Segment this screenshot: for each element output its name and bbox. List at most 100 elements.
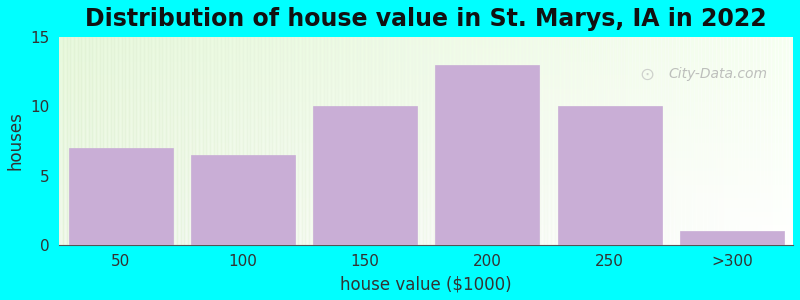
- Bar: [686, 37, 690, 245]
- Bar: [272, 37, 276, 245]
- Bar: [294, 37, 298, 245]
- Bar: [184, 37, 188, 245]
- Bar: [59, 166, 793, 167]
- Bar: [59, 154, 793, 155]
- Bar: [59, 88, 793, 89]
- Bar: [617, 37, 621, 245]
- Bar: [554, 37, 558, 245]
- Bar: [59, 180, 793, 181]
- Bar: [258, 37, 262, 245]
- Bar: [59, 232, 793, 233]
- Bar: [59, 147, 793, 148]
- Bar: [59, 208, 793, 209]
- Bar: [422, 37, 426, 245]
- Bar: [459, 37, 463, 245]
- Bar: [59, 94, 793, 95]
- Bar: [353, 37, 357, 245]
- Bar: [680, 231, 784, 245]
- Bar: [59, 43, 793, 44]
- Bar: [59, 191, 793, 192]
- Bar: [435, 65, 539, 245]
- Bar: [122, 37, 126, 245]
- Bar: [547, 37, 551, 245]
- Bar: [93, 37, 96, 245]
- Bar: [181, 37, 184, 245]
- Bar: [59, 159, 793, 160]
- Bar: [59, 197, 793, 198]
- Bar: [59, 58, 793, 59]
- Bar: [59, 79, 793, 80]
- Bar: [642, 37, 646, 245]
- Bar: [588, 37, 591, 245]
- Bar: [59, 195, 793, 196]
- Bar: [338, 37, 342, 245]
- Bar: [59, 192, 793, 193]
- Bar: [188, 37, 191, 245]
- Bar: [59, 67, 793, 68]
- Bar: [59, 106, 793, 108]
- Bar: [364, 37, 367, 245]
- Bar: [59, 168, 793, 169]
- Bar: [610, 37, 614, 245]
- Bar: [591, 37, 595, 245]
- Bar: [628, 37, 632, 245]
- Bar: [500, 37, 503, 245]
- Bar: [313, 37, 316, 245]
- Bar: [140, 37, 144, 245]
- Bar: [59, 137, 793, 138]
- Bar: [59, 97, 793, 98]
- Bar: [676, 37, 679, 245]
- Bar: [177, 37, 181, 245]
- Bar: [59, 115, 793, 116]
- Bar: [59, 124, 793, 125]
- Bar: [59, 200, 793, 201]
- Bar: [59, 136, 793, 137]
- Bar: [570, 37, 573, 245]
- Bar: [269, 37, 272, 245]
- Bar: [698, 37, 702, 245]
- Bar: [59, 111, 793, 112]
- Bar: [705, 37, 709, 245]
- Bar: [59, 162, 793, 163]
- Bar: [85, 37, 89, 245]
- Bar: [371, 37, 375, 245]
- Bar: [734, 37, 738, 245]
- Bar: [59, 140, 793, 141]
- Bar: [598, 37, 602, 245]
- Bar: [59, 218, 793, 219]
- Bar: [764, 37, 767, 245]
- Bar: [59, 222, 793, 223]
- Bar: [199, 37, 202, 245]
- Bar: [59, 198, 793, 199]
- Bar: [96, 37, 100, 245]
- Bar: [214, 37, 217, 245]
- Bar: [59, 142, 793, 143]
- Bar: [738, 37, 742, 245]
- Bar: [221, 37, 225, 245]
- Bar: [584, 37, 588, 245]
- Bar: [59, 194, 793, 195]
- Bar: [334, 37, 338, 245]
- Bar: [518, 37, 522, 245]
- Bar: [59, 118, 793, 119]
- Bar: [529, 37, 533, 245]
- Bar: [59, 186, 793, 187]
- X-axis label: house value ($1000): house value ($1000): [341, 275, 512, 293]
- Bar: [551, 37, 554, 245]
- Bar: [562, 37, 566, 245]
- Bar: [78, 37, 82, 245]
- Bar: [59, 54, 793, 55]
- Bar: [59, 221, 793, 222]
- Bar: [778, 37, 782, 245]
- Bar: [59, 132, 793, 133]
- Bar: [313, 106, 417, 245]
- Bar: [59, 84, 793, 85]
- Bar: [59, 60, 793, 61]
- Bar: [59, 138, 793, 139]
- Bar: [59, 92, 793, 93]
- Bar: [129, 37, 133, 245]
- Bar: [59, 89, 793, 90]
- Bar: [558, 106, 662, 245]
- Bar: [59, 158, 793, 159]
- Bar: [59, 231, 793, 232]
